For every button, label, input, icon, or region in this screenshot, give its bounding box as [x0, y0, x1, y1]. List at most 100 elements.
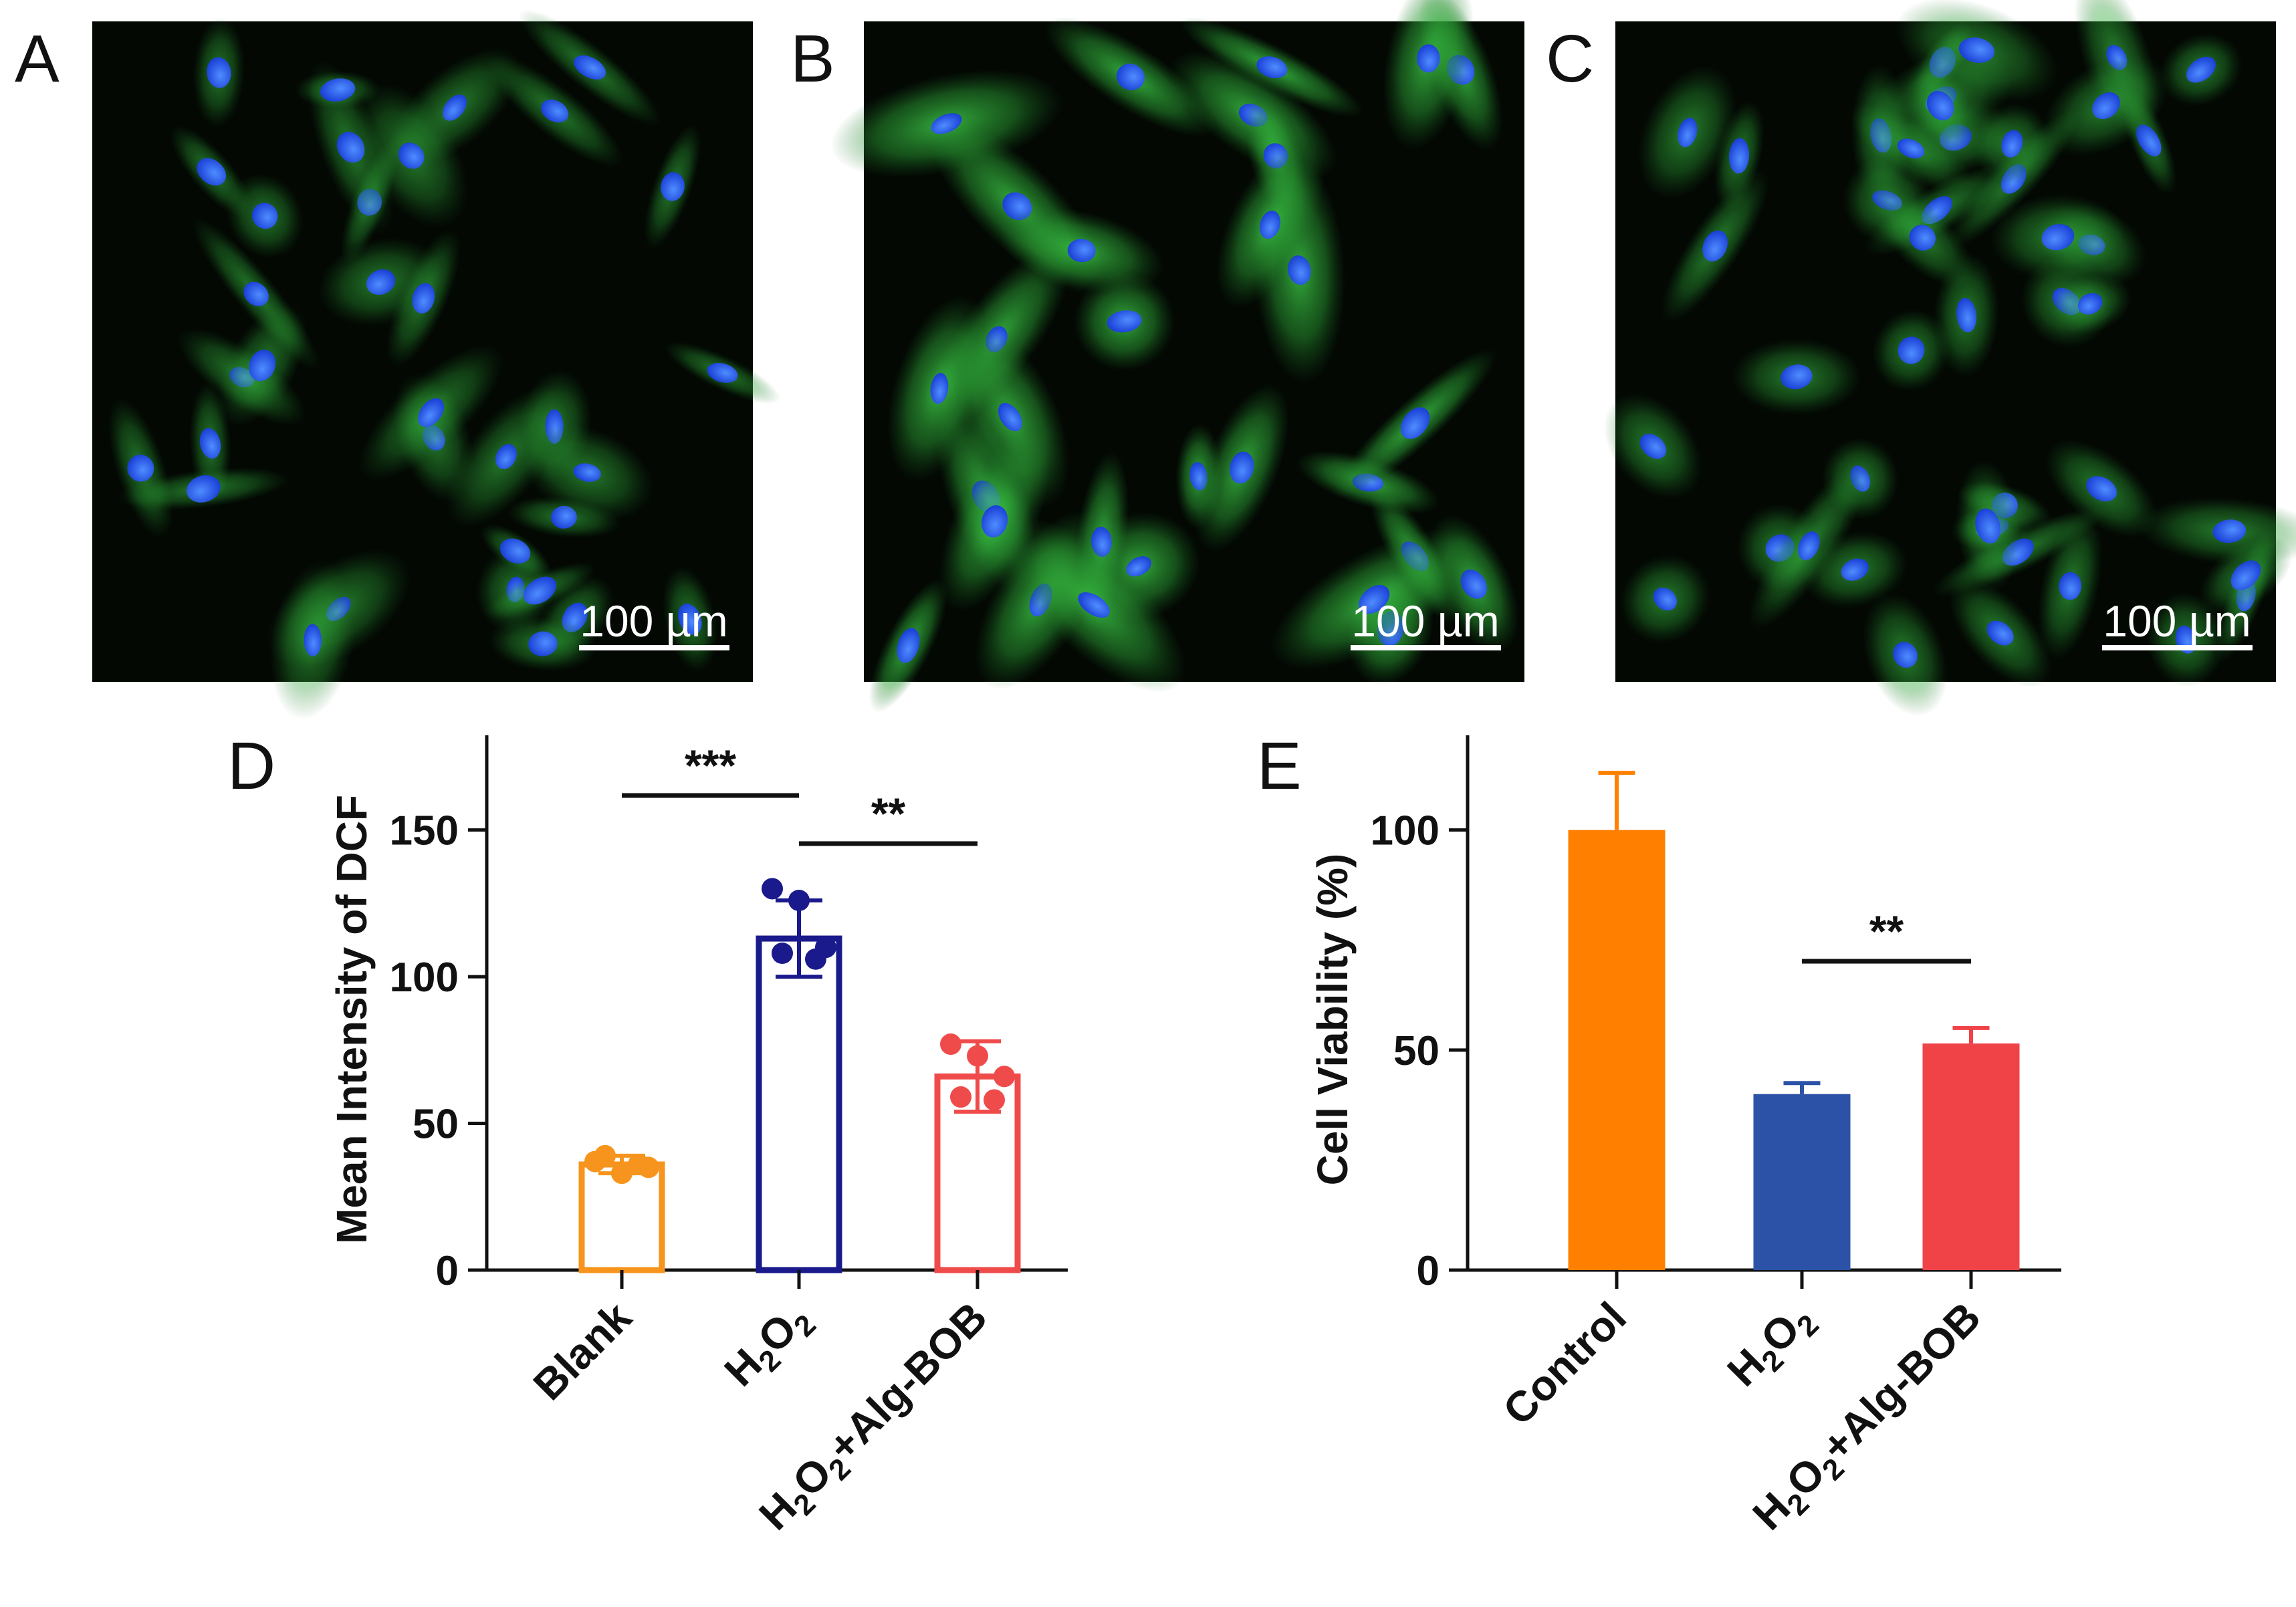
micrograph-a-cells	[108, 9, 781, 720]
cell-nucleus	[1926, 91, 1954, 121]
cell-nucleus	[1956, 297, 1977, 333]
cell-nucleus	[1107, 310, 1142, 333]
panel-letter-e: E	[1257, 729, 1302, 804]
cell-nucleus	[304, 624, 322, 656]
scale-bar-c	[2102, 645, 2253, 650]
data-point	[611, 1162, 633, 1185]
cell-nucleus	[1639, 433, 1667, 459]
chart-d: D 0 50 100 150 Mean Intensity of DCF Blank H2O…	[227, 729, 1068, 1539]
cell-nucleus	[2212, 519, 2247, 543]
cell-nucleus	[998, 402, 1022, 432]
cell-nucleus	[574, 55, 606, 80]
scale-bar-label-a: 100 µm	[580, 596, 727, 646]
data-point	[772, 943, 793, 964]
cell-nucleus	[2186, 56, 2216, 83]
micrograph-panel-b: B 100 µm	[790, 0, 1524, 713]
scale-bar-label-b: 100 µm	[1351, 596, 1499, 646]
cell-nucleus	[897, 628, 920, 663]
data-point	[940, 1033, 961, 1056]
y-tick-label: 100	[390, 955, 459, 1001]
cell-nucleus	[495, 444, 517, 469]
data-point	[628, 1154, 649, 1175]
cell-nucleus	[573, 463, 601, 482]
cell-nucleus	[186, 475, 221, 503]
cell-nucleus	[1417, 44, 1440, 73]
cell-nucleus	[2077, 293, 2103, 315]
cell-nucleus	[678, 603, 702, 635]
cell-nucleus	[2092, 92, 2120, 120]
y-axis-title: Mean Intensity of DCF	[328, 795, 376, 1244]
cell-nucleus	[2230, 560, 2261, 590]
cell-nucleus	[1078, 592, 1110, 618]
cell-nucleus	[1897, 138, 1925, 158]
cell-nucleus	[1230, 451, 1254, 484]
cell-nucleus	[1359, 585, 1390, 614]
data-point	[788, 890, 810, 911]
cell-nucleus	[1653, 587, 1678, 611]
significance-label: **	[1869, 906, 1904, 956]
cell-nucleus	[442, 94, 467, 121]
cell-nucleus	[2001, 130, 2023, 158]
y-tick-label: 0	[436, 1248, 459, 1294]
micrograph-panel-a: A 100 µm	[15, 9, 781, 720]
data-point	[950, 1086, 971, 1108]
cell-nucleus	[418, 398, 445, 427]
bar	[1922, 1043, 2020, 1270]
x-category-label: Blank	[524, 1293, 641, 1409]
cell-nucleus	[1702, 230, 1728, 262]
cell-nucleus	[1067, 239, 1096, 263]
panel-letter-d: D	[227, 729, 275, 804]
cell-nucleus	[127, 455, 154, 482]
cell-nucleus	[523, 576, 556, 605]
scale-bar-label-c: 100 µm	[2103, 596, 2251, 646]
cell-nucleus	[541, 99, 569, 123]
cell-nucleus	[1909, 225, 1936, 251]
scale-bar-a	[579, 645, 729, 650]
cell-nucleus	[251, 203, 278, 229]
significance-label: **	[871, 789, 906, 838]
data-point	[984, 1089, 1005, 1111]
significance-label: ***	[685, 741, 736, 790]
scale-bar-b	[1351, 645, 1501, 650]
cell-nucleus	[2059, 572, 2082, 600]
cell-nucleus	[366, 269, 396, 295]
micrograph-panel-c: C 100 µm	[1546, 0, 2296, 717]
cell-nucleus	[1728, 138, 1750, 174]
cell-nucleus	[1256, 56, 1288, 78]
cell-nucleus	[1259, 211, 1281, 239]
cell-nucleus	[930, 372, 949, 404]
cell-nucleus	[1781, 364, 1813, 390]
cell-nucleus	[981, 505, 1008, 537]
cell-nucleus	[199, 428, 221, 459]
cell-nucleus	[1401, 407, 1430, 439]
panel-letter-b: B	[790, 21, 835, 96]
cell-nucleus	[243, 281, 269, 307]
data-point	[994, 1066, 1015, 1088]
cell-nucleus	[1893, 642, 1918, 668]
cell-nucleus	[320, 78, 356, 102]
cell-nucleus	[707, 362, 738, 383]
cell-nucleus	[2136, 124, 2162, 156]
cell-nucleus	[249, 350, 276, 382]
cell-nucleus	[499, 538, 531, 564]
cell-nucleus	[1986, 620, 2014, 646]
cell-nucleus	[1958, 37, 1994, 64]
y-tick-label: 50	[1393, 1028, 1440, 1074]
cell-nucleus	[1841, 558, 1869, 581]
panel-letter-c: C	[1546, 21, 1594, 96]
cell-nucleus	[1116, 64, 1145, 90]
cell-nucleus	[528, 631, 558, 656]
y-tick-label: 50	[413, 1102, 459, 1148]
cell-nucleus	[1975, 508, 2001, 543]
cell-nucleus	[1678, 118, 1698, 148]
micrograph-c-cells	[1603, 0, 2296, 717]
x-category-label: Control	[1494, 1293, 1635, 1435]
cell-nucleus	[398, 142, 425, 169]
cell-nucleus	[2086, 476, 2117, 502]
y-tick-label: 150	[390, 808, 459, 854]
data-point	[967, 1045, 988, 1067]
x-category-label: H2O2	[715, 1293, 822, 1400]
